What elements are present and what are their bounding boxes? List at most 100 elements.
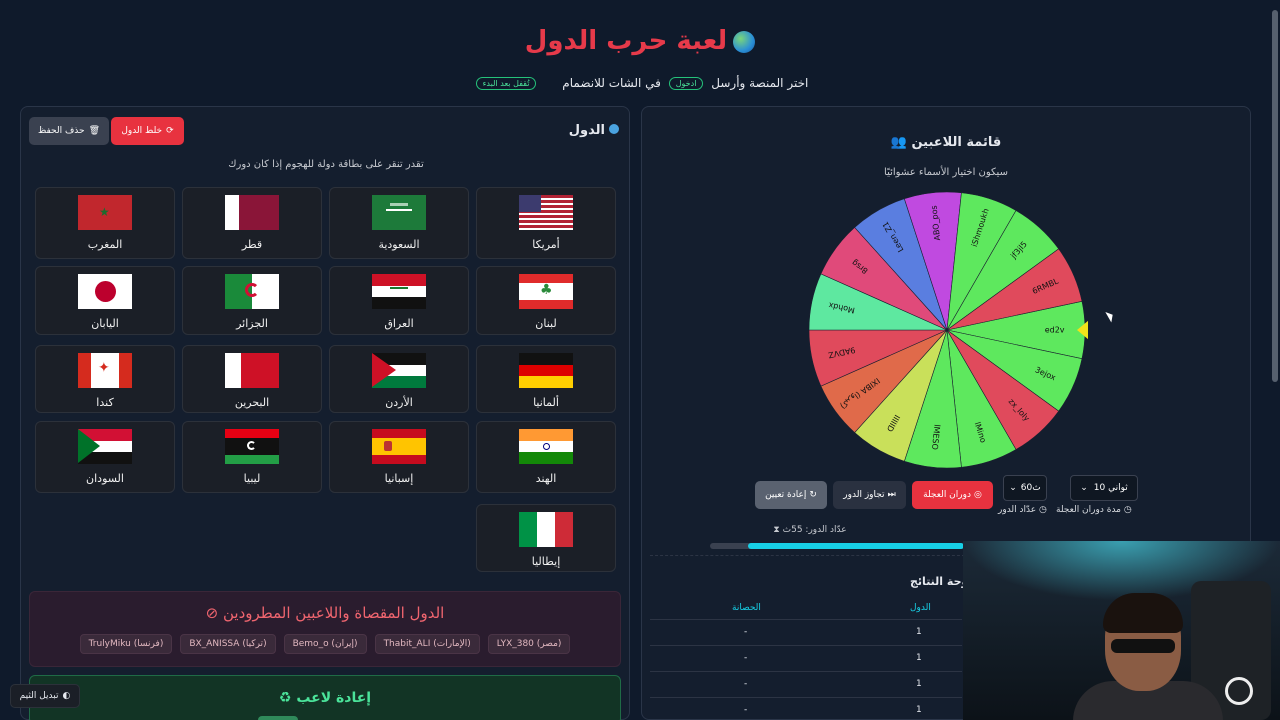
country-card[interactable]: الهند [476,421,616,493]
banned-title: الدول المقصاة واللاعبين المطرودين ⦸ [205,604,445,622]
banned-tag: BX_ANISSA (تركيا) [180,634,276,654]
spain-flag-icon [372,429,426,464]
row-country-count: 1 [916,653,922,663]
country-card[interactable]: السودان [35,421,175,493]
turn-timer-select[interactable]: ⌄ 60ث [1003,475,1047,501]
divider [650,555,970,556]
join-instructions: اختر المنصة وأرسل ادخول في الشات للانضما… [0,76,1280,90]
countries-panel: الدول خلط الدول ⟳ حذف الحفظ 🗑 تقدر تنقر عل… [20,106,630,720]
banned-tag: Thabit_ALI (الإمارات) [374,634,480,654]
turn-progress-fill [748,543,964,549]
scrollbar[interactable] [1272,10,1278,382]
row-country-count: 1 [916,627,922,637]
country-name: أمريكا [532,238,560,251]
lebanon-flag-icon: ♣ [519,274,573,309]
iraq-flag-icon [372,274,426,309]
usa-flag-icon [519,195,573,230]
skip-turn-button[interactable]: تجاوز الدور ⏭ [833,481,906,509]
sudan-flag-icon [78,429,132,464]
italy-flag-icon [519,512,573,547]
country-card[interactable]: ★ المغرب [35,187,175,259]
country-card[interactable]: أمريكا [476,187,616,259]
country-card[interactable]: ✦ كندا [35,345,175,413]
reset-button[interactable]: إعادة تعيين ↻ [755,481,827,509]
players-icon: 👥 [890,135,907,150]
reset-icon: ↻ [809,490,817,500]
wheel-segment [946,248,1083,331]
turn-progress-bar [710,543,964,549]
country-name: إيطاليا [531,555,561,568]
join-command-pill: ادخول [668,77,704,90]
saudi-flag-icon [372,195,426,230]
spin-duration-label: ◷ مدة دوران العجلة [1056,505,1132,515]
country-card[interactable]: السعودية [329,187,469,259]
moon-icon: ◐ [62,691,71,701]
banned-section: الدول المقصاة واللاعبين المطرودين ⦸ LYX_… [29,591,621,667]
country-card[interactable]: إسبانيا [329,421,469,493]
country-card[interactable]: ألمانيا [476,345,616,413]
country-name: البحرين [234,396,270,409]
results-title: لوحة النتائج [910,575,973,588]
rejoin-title: إعادة لاعب ♻ [278,690,372,706]
turn-timer-label: ◷ عدّاد الدور [998,505,1047,515]
country-card[interactable]: الأردن [329,345,469,413]
players-title: قائمة اللاعبين 👥 [890,135,1002,150]
shuffle-countries-button[interactable]: خلط الدول ⟳ [111,117,184,145]
clock-icon: ◷ [1039,505,1047,515]
row-immunity: - [744,627,748,637]
hourglass-icon: ⧗ [773,525,780,535]
row-country-count: 1 [916,705,922,715]
players-panel: قائمة اللاعبين 👥 سيكون اختيار الأسماء عش… [641,106,1251,720]
country-name: إسبانيا [384,472,414,485]
wheel-pointer-icon [1077,320,1088,340]
row-country-count: 1 [916,679,922,689]
bahrain-flag-icon [225,353,279,388]
country-name: كندا [96,396,114,409]
spin-duration-select[interactable]: ⌄ 10 ثواني [1070,475,1138,501]
country-name: اليابان [91,317,119,330]
rejoin-button[interactable] [258,716,298,720]
country-card[interactable]: البحرين [182,345,322,413]
row-immunity: - [744,705,748,715]
target-icon: ◎ [974,490,982,500]
country-card[interactable]: ليبيا [182,421,322,493]
country-name: المغرب [87,238,123,251]
japan-flag-icon [78,274,132,309]
banned-tag: LYX_380 (مصر) [487,634,571,654]
qatar-flag-icon [225,195,279,230]
country-name: ألمانيا [533,396,559,409]
delete-save-button[interactable]: حذف الحفظ 🗑 [29,117,109,145]
country-card[interactable]: إيطاليا [476,504,616,572]
clock-icon: ◷ [1123,505,1132,515]
algeria-flag-icon [225,274,279,309]
country-card[interactable]: الجزائر [182,266,322,335]
results-row: 1- [650,645,962,671]
results-header-country: الدول [910,603,931,613]
country-name: قطر [241,238,263,251]
rejoin-section: إعادة لاعب ♻ [29,675,621,720]
webcam-overlay [963,541,1280,720]
spin-wheel-button[interactable]: دوران العجلة ◎ [912,481,993,509]
locked-after-start-pill: تُقفل بعد البدء [475,77,537,90]
country-name: الهند [535,472,557,485]
country-name: ليبيا [243,472,261,485]
country-name: السودان [86,472,124,485]
banned-tag: TrulyMiku (فرنسا) [79,634,173,654]
turn-countdown: عدّاد الدور: 55ث ⧗ [773,525,847,535]
recycle-icon: ♻ [278,690,292,706]
country-card[interactable]: العراق [329,266,469,335]
canada-flag-icon: ✦ [78,353,132,388]
country-card[interactable]: اليابان [35,266,175,335]
country-card[interactable]: ♣ لبنان [476,266,616,335]
globe-icon [733,30,756,53]
skip-icon: ⏭ [887,490,896,500]
germany-flag-icon [519,353,573,388]
country-name: العراق [384,317,414,330]
country-card[interactable]: قطر [182,187,322,259]
toggle-theme-button[interactable]: تبديل الثيم ◐ [10,684,80,708]
logo-icon [1225,677,1253,705]
attack-hint: تقدر تنقر على بطاقة دولة للهجوم إذا كان … [228,159,424,170]
libya-flag-icon [225,429,279,464]
page-title: لعبة حرب الدول [0,26,1280,56]
